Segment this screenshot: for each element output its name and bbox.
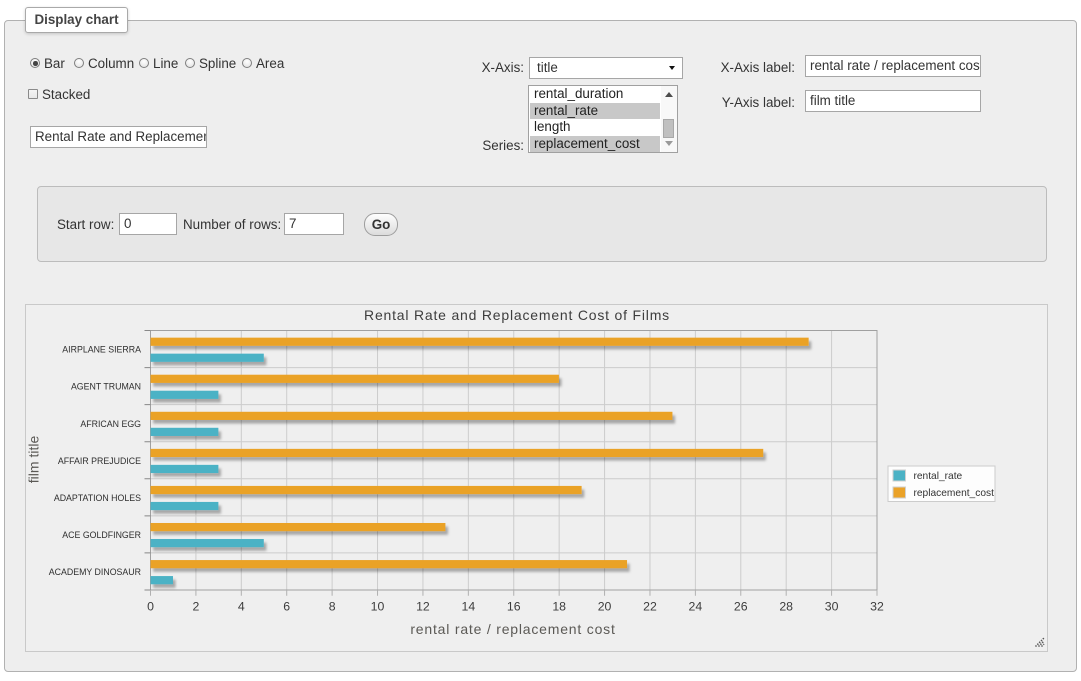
svg-text:replacement_cost: replacement_cost: [914, 488, 995, 499]
svg-text:AFRICAN EGG: AFRICAN EGG: [80, 419, 141, 429]
svg-text:18: 18: [552, 600, 566, 614]
svg-text:16: 16: [507, 600, 521, 614]
svg-text:6: 6: [283, 600, 290, 614]
svg-text:2: 2: [192, 600, 199, 614]
svg-text:rental rate / replacement cost: rental rate / replacement cost: [410, 621, 615, 637]
svg-text:ACADEMY DINOSAUR: ACADEMY DINOSAUR: [49, 567, 141, 577]
svg-text:ACE GOLDFINGER: ACE GOLDFINGER: [62, 530, 141, 540]
svg-text:20: 20: [598, 600, 612, 614]
svg-text:10: 10: [371, 600, 385, 614]
svg-text:Rental Rate and Replacement Co: Rental Rate and Replacement Cost of Film…: [364, 307, 670, 323]
svg-text:22: 22: [643, 600, 657, 614]
svg-text:28: 28: [779, 600, 793, 614]
svg-text:AIRPLANE SIERRA: AIRPLANE SIERRA: [62, 345, 141, 355]
svg-text:film title: film title: [26, 436, 42, 484]
svg-text:24: 24: [689, 600, 703, 614]
svg-text:AFFAIR PREJUDICE: AFFAIR PREJUDICE: [58, 456, 141, 466]
svg-text:8: 8: [329, 600, 336, 614]
svg-text:rental_rate: rental_rate: [914, 471, 963, 482]
svg-text:ADAPTATION HOLES: ADAPTATION HOLES: [54, 493, 141, 503]
svg-text:4: 4: [238, 600, 245, 614]
svg-text:0: 0: [147, 600, 154, 614]
svg-text:AGENT TRUMAN: AGENT TRUMAN: [71, 382, 141, 392]
svg-text:12: 12: [416, 600, 430, 614]
svg-text:30: 30: [825, 600, 839, 614]
svg-text:26: 26: [734, 600, 748, 614]
svg-text:32: 32: [870, 600, 884, 614]
svg-text:14: 14: [461, 600, 475, 614]
